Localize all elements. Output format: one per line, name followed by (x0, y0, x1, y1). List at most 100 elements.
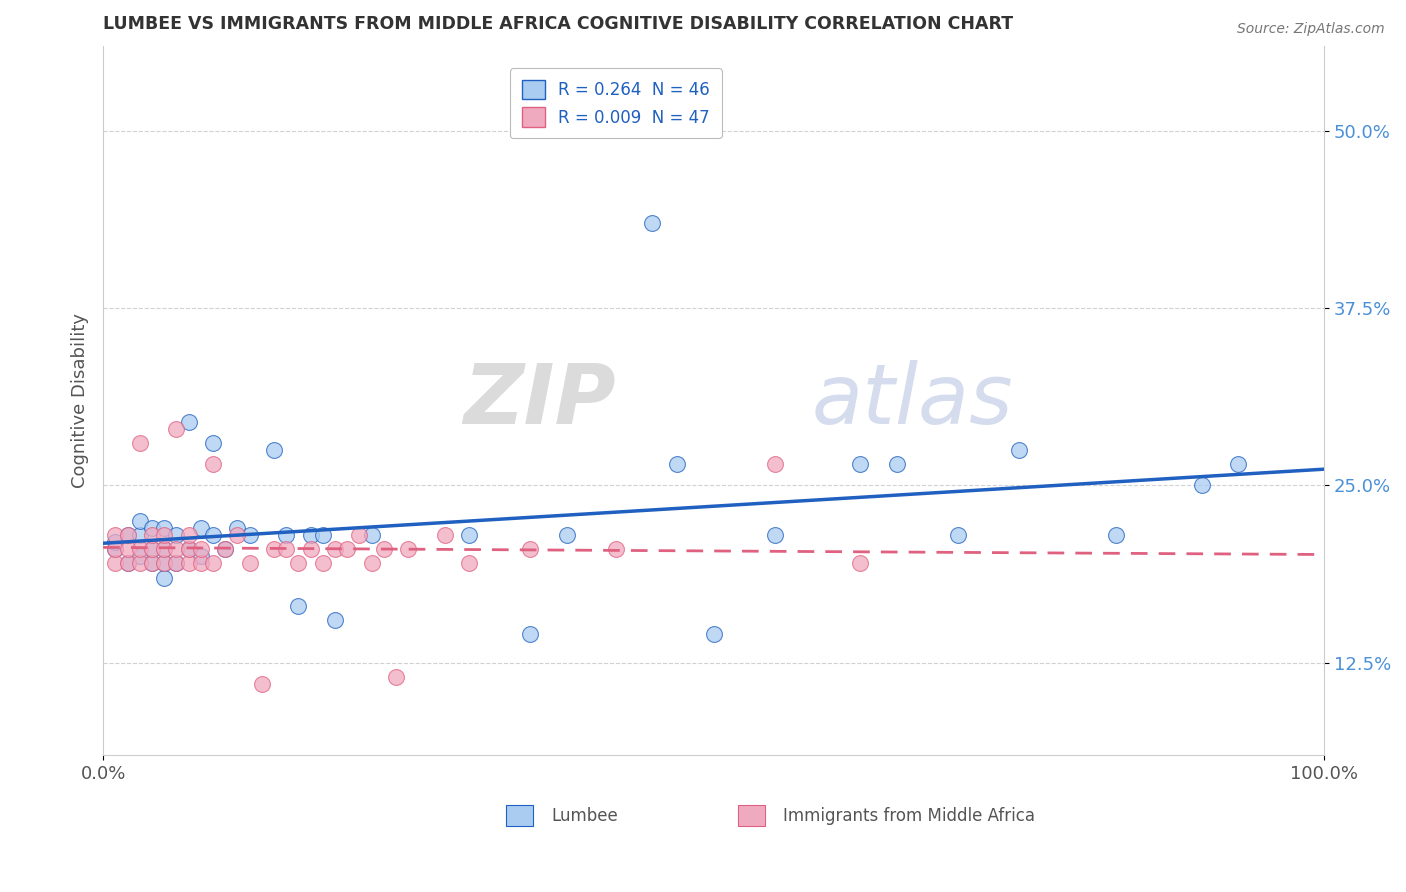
Point (665, 457, 688, 471)
Point (396, 542, 419, 557)
Point (141, 557, 163, 571)
Point (141, 542, 163, 557)
Point (1105, 528, 1128, 542)
Point (263, 542, 285, 557)
Text: Source: ZipAtlas.com: Source: ZipAtlas.com (1237, 22, 1385, 37)
Point (1227, 457, 1250, 471)
Point (128, 435, 150, 450)
Point (433, 528, 456, 542)
Point (763, 528, 786, 542)
Point (214, 542, 236, 557)
Text: atlas: atlas (811, 359, 1012, 441)
Point (886, 457, 908, 471)
Point (201, 457, 224, 471)
Point (1008, 442, 1031, 457)
Point (141, 542, 163, 557)
Point (153, 521, 176, 535)
Text: Lumbee: Lumbee (551, 807, 617, 825)
Point (117, 557, 139, 571)
Point (177, 542, 200, 557)
Point (104, 557, 127, 571)
Point (128, 542, 150, 557)
Point (104, 535, 127, 549)
Point (153, 570, 176, 584)
Point (141, 557, 163, 571)
Point (849, 557, 872, 571)
Point (165, 557, 187, 571)
Point (165, 542, 187, 557)
Point (165, 528, 187, 542)
Point (190, 557, 212, 571)
Point (104, 542, 127, 557)
Point (299, 542, 322, 557)
Bar (506, 805, 533, 826)
Text: LUMBEE VS IMMIGRANTS FROM MIDDLE AFRICA COGNITIVE DISABILITY CORRELATION CHART: LUMBEE VS IMMIGRANTS FROM MIDDLE AFRICA … (103, 15, 1014, 33)
Point (299, 528, 322, 542)
Point (165, 421, 187, 435)
Point (153, 557, 176, 571)
Point (177, 415, 200, 429)
Point (702, 627, 724, 641)
Point (128, 557, 150, 571)
Point (177, 528, 200, 542)
Point (190, 521, 212, 535)
Point (153, 542, 176, 557)
Point (104, 528, 127, 542)
Point (128, 528, 150, 542)
Point (117, 528, 139, 542)
Point (312, 528, 335, 542)
Point (312, 557, 335, 571)
Point (165, 557, 187, 571)
Point (519, 627, 541, 641)
Point (141, 521, 163, 535)
Point (263, 442, 285, 457)
Text: ZIP: ZIP (463, 359, 616, 441)
Point (214, 542, 236, 557)
Point (287, 557, 309, 571)
Point (117, 528, 139, 542)
Point (141, 528, 163, 542)
Point (128, 514, 150, 528)
Point (323, 613, 346, 627)
Text: Immigrants from Middle Africa: Immigrants from Middle Africa (783, 807, 1035, 825)
Point (276, 528, 298, 542)
Point (239, 528, 262, 542)
Point (458, 557, 481, 571)
Legend: R = 0.264  N = 46, R = 0.009  N = 47: R = 0.264 N = 46, R = 0.009 N = 47 (510, 68, 721, 138)
Point (177, 542, 200, 557)
Point (385, 670, 408, 684)
Point (128, 549, 150, 564)
Point (153, 528, 176, 542)
Point (177, 557, 200, 571)
Point (201, 528, 224, 542)
Point (458, 528, 481, 542)
Point (153, 542, 176, 557)
Point (117, 557, 139, 571)
Point (849, 457, 872, 471)
Point (605, 542, 627, 557)
Point (373, 542, 395, 557)
Point (104, 542, 127, 557)
Point (1191, 478, 1213, 492)
Point (360, 557, 382, 571)
Point (201, 557, 224, 571)
Point (201, 435, 224, 450)
Y-axis label: Cognitive Disability: Cognitive Disability (72, 313, 89, 488)
Point (226, 521, 249, 535)
Point (250, 677, 273, 691)
Point (153, 557, 176, 571)
Point (190, 549, 212, 564)
Point (226, 528, 249, 542)
Point (117, 542, 139, 557)
Point (276, 542, 298, 557)
Point (519, 542, 541, 557)
Bar (738, 805, 765, 826)
Point (641, 216, 664, 230)
Point (360, 528, 382, 542)
Point (555, 528, 578, 542)
Point (190, 542, 212, 557)
Point (287, 599, 309, 613)
Point (323, 542, 346, 557)
Point (336, 542, 359, 557)
Point (946, 528, 969, 542)
